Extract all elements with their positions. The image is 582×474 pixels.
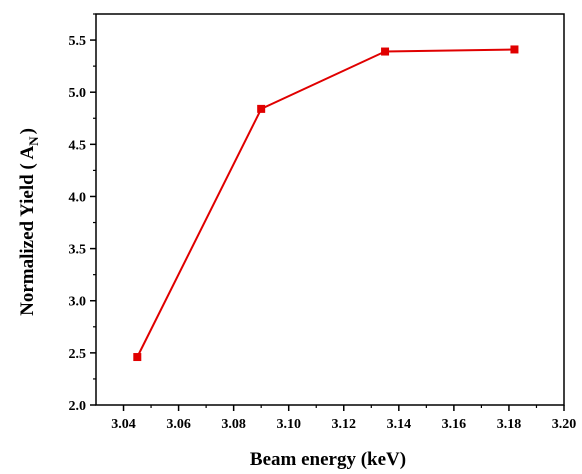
- data-point-marker: [257, 104, 266, 113]
- data-point-marker: [133, 353, 142, 362]
- y-tick-label: 3.5: [69, 243, 87, 258]
- x-tick-label: 3.14: [387, 417, 412, 432]
- x-tick-label: 3.10: [276, 417, 301, 432]
- series-layer: [133, 45, 519, 362]
- y-tick-label: 4.5: [69, 138, 87, 153]
- x-tick-label: 3.04: [111, 417, 136, 432]
- series-line: [136, 48, 515, 358]
- x-tick-label: 3.20: [552, 417, 577, 432]
- data-point-marker: [510, 45, 519, 54]
- x-axis-ticks: 3.04 3.06 3.08 3.10 3.12 3.14 3.16 3.18 3.20: [111, 405, 576, 432]
- y-tick-label: 5.5: [69, 34, 87, 49]
- y-axis-ticks: 2.0 2.5 3.0 3.5 4.0 4.5 5.0 5.5: [69, 13, 96, 414]
- data-point-marker: [381, 47, 390, 56]
- y-tick-label: 5.0: [69, 86, 87, 101]
- plot-frame: [95, 13, 565, 406]
- x-axis-title: Beam energy (keV): [250, 449, 406, 470]
- x-tick-label: 3.18: [497, 417, 522, 432]
- x-tick-label: 3.06: [166, 417, 191, 432]
- y-axis-title-main: Normalized Yield ( A: [17, 146, 38, 316]
- y-axis-title-close: ): [17, 128, 38, 134]
- y-tick-label: 4.0: [69, 190, 87, 205]
- x-tick-label: 3.16: [442, 417, 467, 432]
- y-tick-label: 3.0: [69, 295, 87, 310]
- y-axis-title-subscript: N: [26, 136, 41, 146]
- y-axis-title: Normalized Yield ( AN): [17, 128, 41, 316]
- y-tick-label: 2.5: [69, 347, 87, 362]
- x-tick-label: 3.12: [332, 417, 357, 432]
- x-tick-label: 3.08: [221, 417, 246, 432]
- y-tick-label: 2.0: [69, 399, 87, 414]
